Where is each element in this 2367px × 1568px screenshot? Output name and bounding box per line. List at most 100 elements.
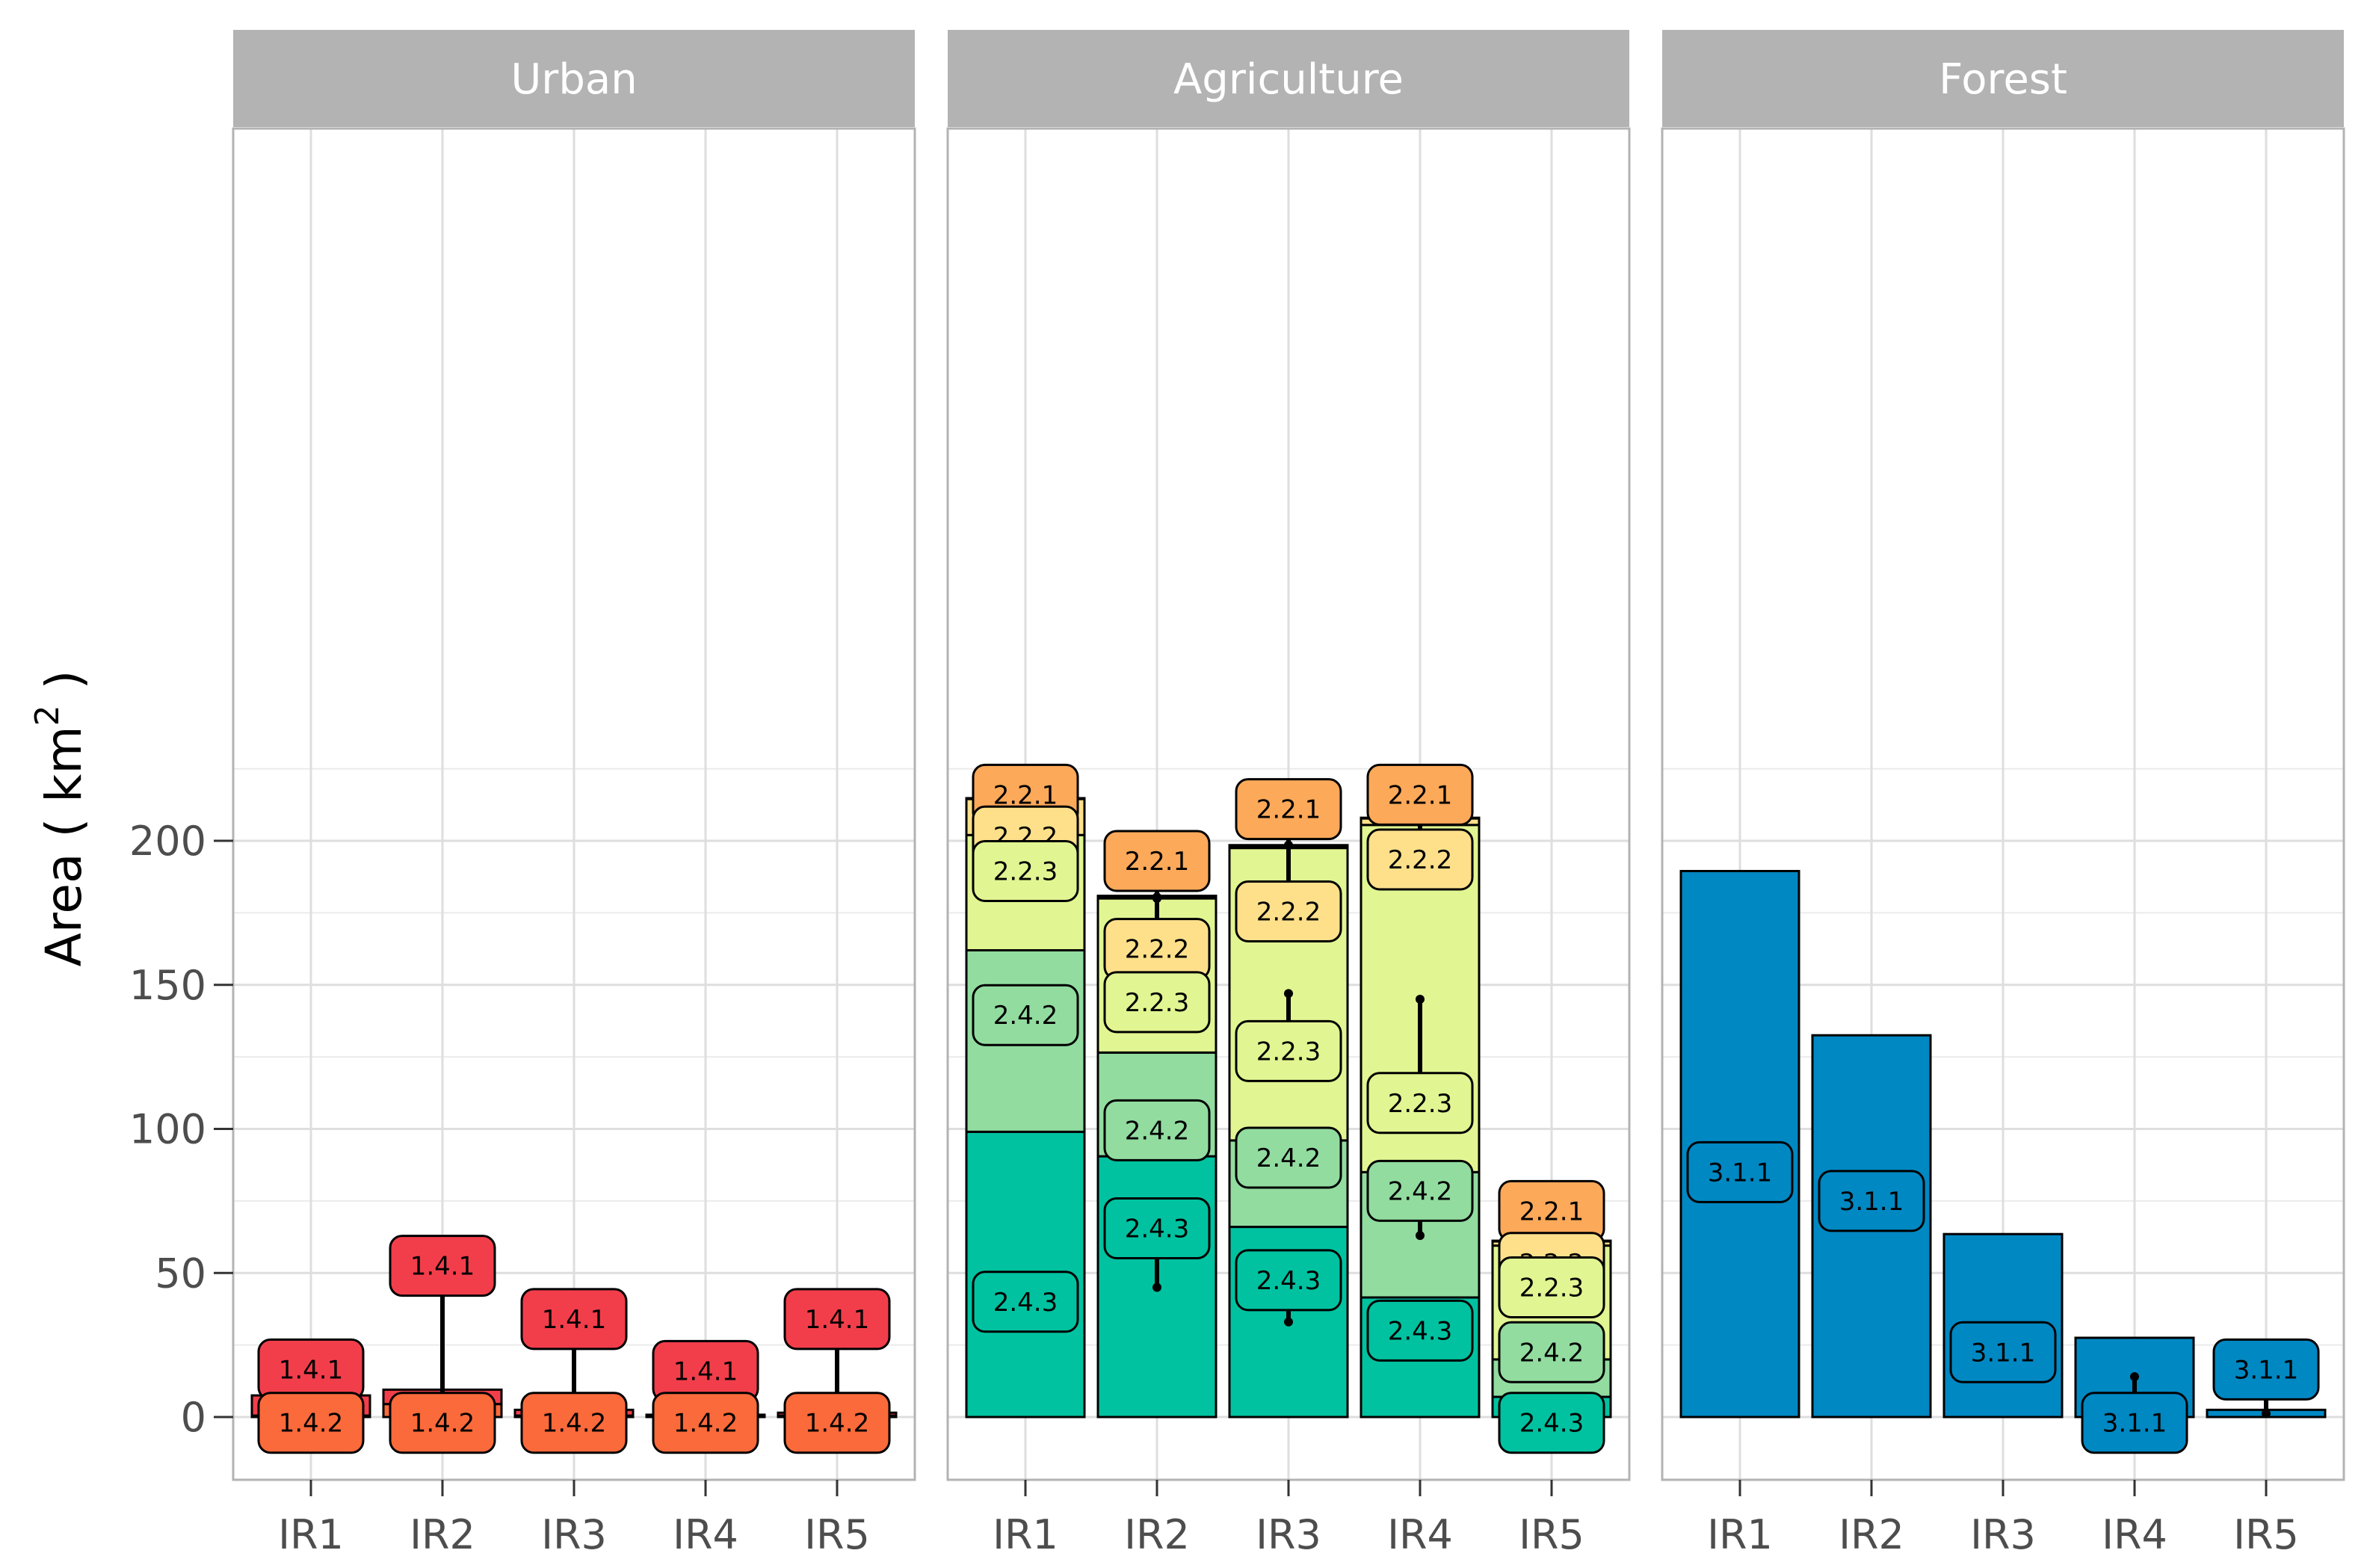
label-leader-dot	[2130, 1372, 2139, 1382]
label-text: 2.2.1	[1256, 795, 1321, 825]
label-leader-dot	[2262, 1409, 2271, 1419]
x-tick-label: IR5	[804, 1511, 870, 1558]
y-axis-title-superscript: 2	[28, 705, 67, 726]
panel-strip	[948, 30, 1629, 127]
label-text: 2.4.3	[1125, 1214, 1190, 1244]
label-text: 2.2.2	[1125, 935, 1190, 965]
label-text: 3.1.1	[2234, 1355, 2299, 1385]
label-box	[1366, 763, 1474, 826]
label-text: 2.2.2	[1256, 897, 1321, 927]
label-box	[389, 1235, 496, 1297]
label-text: 2.2.3	[993, 856, 1058, 886]
label-box	[1103, 1197, 1211, 1259]
x-tick-label: IR2	[410, 1511, 475, 1558]
label-leader-dot	[1284, 1317, 1293, 1327]
label-box	[1366, 828, 1474, 891]
x-tick-label: IR5	[2233, 1511, 2299, 1558]
label-box	[520, 1288, 628, 1351]
y-tick-label: 50	[155, 1250, 206, 1297]
label-text: 1.4.1	[673, 1356, 738, 1386]
panel-strip	[233, 30, 915, 127]
x-tick-label: IR1	[1707, 1511, 1773, 1558]
label-box	[972, 984, 1079, 1046]
label-box	[1235, 778, 1342, 841]
x-tick-label: IR4	[673, 1511, 738, 1558]
panel-forest: Forest 3.1.1 3.1.1 3.1.1 3.1.1 3.1.1 IR1 IR2 IR3…	[1661, 30, 2345, 1558]
label-leader-dot	[1152, 1283, 1161, 1292]
label-text: 2.2.3	[1125, 988, 1190, 1018]
panel-title: Urban	[510, 55, 637, 104]
y-tick-label: 200	[129, 818, 206, 865]
y-tick-label: 150	[129, 962, 206, 1009]
x-tick-label: IR1	[278, 1511, 344, 1558]
label-box	[1366, 1159, 1474, 1222]
panels-layer: Urban 1.4.1 1.4.2 1.4.1 1.4.2 1.4.1 1.4.2 1.4.1…	[232, 30, 2345, 1558]
label-box	[1498, 1321, 1605, 1383]
x-tick-label: IR1	[993, 1511, 1058, 1558]
label-box	[2212, 1338, 2320, 1401]
label-box	[1235, 1019, 1342, 1082]
label-text: 2.2.3	[1519, 1274, 1584, 1303]
y-tick-label: 100	[129, 1106, 206, 1153]
label-text: 2.4.2	[1519, 1338, 1584, 1368]
label-box	[520, 1392, 628, 1454]
label-text: 2.2.1	[993, 780, 1058, 810]
label-text: 1.4.2	[673, 1409, 738, 1439]
x-tick-label: IR3	[1970, 1511, 2036, 1558]
label-text: 1.4.1	[542, 1305, 607, 1335]
label-text: 2.4.2	[1256, 1143, 1321, 1173]
label-text: 3.1.1	[1839, 1187, 1904, 1217]
label-text: 2.2.1	[1388, 780, 1453, 810]
y-axis-title-close: )	[35, 670, 93, 706]
x-tick-label: IR5	[1519, 1511, 1584, 1558]
label-text: 2.2.2	[1388, 845, 1453, 875]
label-box	[1235, 880, 1342, 942]
label-text: 1.4.1	[279, 1355, 344, 1385]
label-text: 1.4.2	[279, 1409, 344, 1439]
label-box	[1366, 1299, 1474, 1362]
label-text: 2.2.1	[1519, 1197, 1584, 1226]
y-axis-title-main: Area ( km	[35, 726, 93, 966]
x-tick-label: IR2	[1839, 1511, 1904, 1558]
x-tick-label: IR2	[1124, 1511, 1190, 1558]
label-box	[389, 1392, 496, 1454]
label-leader-dot	[1416, 995, 1425, 1004]
label-box	[1498, 1256, 1605, 1319]
label-text: 3.1.1	[1971, 1338, 2036, 1368]
label-text: 2.4.2	[1388, 1176, 1453, 1206]
label-text: 3.1.1	[1708, 1158, 1773, 1188]
panel-urban: Urban 1.4.1 1.4.2 1.4.1 1.4.2 1.4.1 1.4.2 1.4.1…	[232, 30, 916, 1558]
x-tick-label: IR3	[541, 1511, 607, 1558]
label-text: 3.1.1	[2102, 1409, 2167, 1439]
label-leader-dot	[1284, 989, 1293, 998]
label-box	[652, 1392, 759, 1454]
label-text: 2.4.3	[1519, 1409, 1584, 1439]
label-text: 1.4.1	[805, 1305, 870, 1335]
label-text: 2.4.2	[1125, 1116, 1190, 1146]
label-box	[1235, 1249, 1342, 1312]
label-box	[972, 1271, 1079, 1333]
y-axis: 0 50 100 150 200	[129, 818, 233, 1441]
label-box	[1366, 1072, 1474, 1135]
label-box	[1498, 1392, 1605, 1454]
x-tick-label: IR3	[1256, 1511, 1321, 1558]
label-box	[1818, 1170, 1925, 1232]
label-box	[1103, 971, 1211, 1034]
label-text: 2.2.3	[1388, 1089, 1453, 1119]
label-box	[2081, 1392, 2188, 1454]
label-leader-dot	[1416, 1231, 1425, 1241]
x-tick-label: IR4	[2102, 1511, 2167, 1558]
label-box	[1103, 830, 1211, 892]
y-tick-label: 0	[181, 1394, 206, 1441]
label-text: 1.4.2	[805, 1409, 870, 1439]
label-box	[1103, 1099, 1211, 1161]
label-box	[257, 1392, 365, 1454]
label-box	[783, 1288, 891, 1351]
label-text: 2.2.1	[1125, 847, 1190, 877]
label-box	[1949, 1321, 2057, 1383]
label-box	[1235, 1126, 1342, 1189]
x-tick-label: IR4	[1387, 1511, 1453, 1558]
label-text: 2.4.3	[993, 1288, 1058, 1318]
label-box	[783, 1392, 891, 1454]
